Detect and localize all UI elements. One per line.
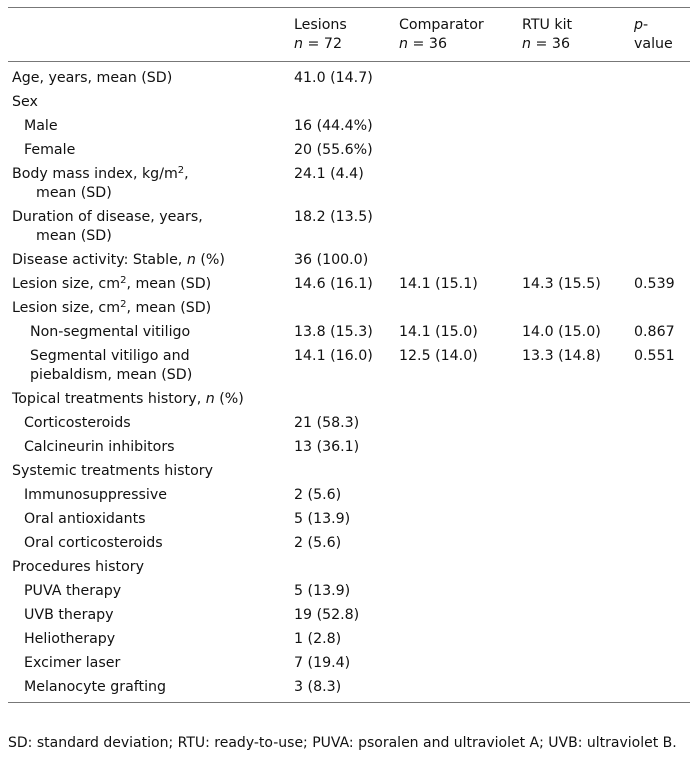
cell-lesions: 21 (58.3) [294, 415, 360, 431]
table-row: Topical treatments history, n (%) [8, 388, 690, 412]
patient-characteristics-table: Lesions n = 72 Comparator n = 36 RTU kit n … [8, 7, 690, 703]
table-row: Body mass index, kg/m2, mean (SD) 24.1 (4… [8, 163, 690, 206]
table-row: Oral corticosteroids 2 (5.6) [8, 532, 690, 556]
cell-lesions: 41.0 (14.7) [294, 70, 373, 86]
row-label: Segmental vitiligo and piebaldism, mean (… [30, 348, 193, 383]
table-row: Oral antioxidants 5 (13.9) [8, 508, 690, 532]
cell-pvalue: 0.867 [634, 324, 675, 340]
row-label: PUVA therapy [24, 583, 122, 599]
cell-pvalue: 0.551 [634, 348, 675, 364]
table-row: Male 16 (44.4%) [8, 115, 690, 139]
row-label: Calcineurin inhibitors [24, 439, 175, 455]
cell-comparator: 14.1 (15.1) [399, 276, 478, 292]
table-row: PUVA therapy 5 (13.9) [8, 580, 690, 604]
row-label: Heliotherapy [24, 631, 116, 647]
table-row: Lesion size, cm2, mean (SD) [8, 297, 690, 321]
cell-comparator: 12.5 (14.0) [399, 348, 478, 364]
row-label: Corticosteroids [24, 415, 131, 431]
row-label: Male [24, 118, 58, 134]
row-label: Immunosuppressive [24, 487, 167, 503]
cell-lesions: 24.1 (4.4) [294, 166, 364, 182]
cell-lesions: 13 (36.1) [294, 439, 360, 455]
table-row: Non-segmental vitiligo 13.8 (15.3) 14.1 … [8, 321, 690, 345]
row-label: Disease activity: Stable, n (%) [12, 252, 225, 268]
data-table: Lesions n = 72 Comparator n = 36 RTU kit n … [8, 7, 690, 703]
section-label: Systemic treatments history [12, 463, 214, 479]
cell-lesions: 14.6 (16.1) [294, 276, 373, 292]
table-row: Immunosuppressive 2 (5.6) [8, 484, 690, 508]
row-label: Melanocyte grafting [8, 676, 290, 703]
row-label: Lesion size, cm2, mean (SD) [12, 275, 212, 293]
section-label: Topical treatments history, n (%) [12, 391, 244, 407]
cell-lesions: 7 (19.4) [294, 655, 351, 671]
section-label: Procedures history [12, 559, 144, 575]
cell-comparator: 14.1 (15.0) [399, 324, 478, 340]
row-label: Oral corticosteroids [24, 535, 163, 551]
table-row: Age, years, mean (SD) 41.0 (14.7) [8, 62, 690, 92]
cell-lesions: 16 (44.4%) [294, 118, 373, 134]
cell-lesions: 2 (5.6) [294, 487, 342, 503]
table-row: Calcineurin inhibitors 13 (36.1) [8, 436, 690, 460]
cell-lesions: 2 (5.6) [294, 535, 342, 551]
section-label: Lesion size, cm2, mean (SD) [12, 299, 212, 317]
header-rtu-kit: RTU kit n = 36 [518, 7, 630, 62]
row-label: Body mass index, kg/m2, mean (SD) [12, 165, 189, 202]
row-label: Excimer laser [24, 655, 121, 671]
table-row: Melanocyte grafting 3 (8.3) [8, 676, 690, 703]
header-row: Lesions n = 72 Comparator n = 36 RTU kit n … [8, 7, 690, 62]
row-label: Non-segmental vitiligo [30, 324, 191, 340]
row-label: Oral antioxidants [24, 511, 146, 527]
section-label: Sex [12, 94, 38, 110]
cell-lesions: 1 (2.8) [294, 631, 342, 647]
table-row: Heliotherapy 1 (2.8) [8, 628, 690, 652]
table-row: Female 20 (55.6%) [8, 139, 690, 163]
cell-lesions: 19 (52.8) [294, 607, 360, 623]
cell-lesions: 36 (100.0) [294, 252, 369, 268]
table-row: Lesion size, cm2, mean (SD) 14.6 (16.1) … [8, 273, 690, 297]
header-empty [8, 7, 290, 62]
header-p-value: p-value [630, 7, 690, 62]
cell-lesions: 5 (13.9) [294, 511, 351, 527]
table-row: Systemic treatments history [8, 460, 690, 484]
cell-lesions: 5 (13.9) [294, 583, 351, 599]
table-row: Corticosteroids 21 (58.3) [8, 412, 690, 436]
row-label: Female [24, 142, 76, 158]
table-row: Excimer laser 7 (19.4) [8, 652, 690, 676]
row-label: Duration of disease, years, mean (SD) [12, 209, 203, 244]
table-row: UVB therapy 19 (52.8) [8, 604, 690, 628]
table-footnote: SD: standard deviation; RTU: ready-to-us… [8, 735, 677, 751]
header-comparator: Comparator n = 36 [395, 7, 518, 62]
table-row: Duration of disease, years, mean (SD) 18.… [8, 206, 690, 249]
cell-rtu: 14.3 (15.5) [522, 276, 601, 292]
cell-pvalue: 0.539 [634, 276, 675, 292]
cell-lesions: 18.2 (13.5) [294, 209, 373, 225]
cell-lesions: 20 (55.6%) [294, 142, 373, 158]
table-row: Segmental vitiligo and piebaldism, mean (… [8, 345, 690, 388]
row-label: UVB therapy [24, 607, 114, 623]
table-row: Sex [8, 91, 690, 115]
table-row: Procedures history [8, 556, 690, 580]
cell-rtu: 13.3 (14.8) [522, 348, 601, 364]
header-lesions: Lesions n = 72 [290, 7, 395, 62]
cell-lesions: 3 (8.3) [290, 676, 395, 703]
cell-lesions: 14.1 (16.0) [294, 348, 373, 364]
cell-lesions: 13.8 (15.3) [294, 324, 373, 340]
table-row: Disease activity: Stable, n (%) 36 (100.… [8, 249, 690, 273]
cell-rtu: 14.0 (15.0) [522, 324, 601, 340]
row-label: Age, years, mean (SD) [12, 70, 173, 86]
